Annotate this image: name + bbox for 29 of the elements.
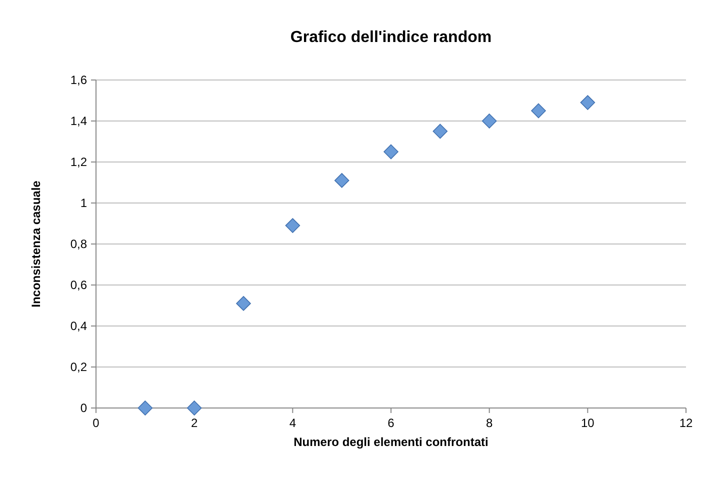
point xyxy=(186,400,202,416)
y-tick-label: 1 xyxy=(80,196,88,210)
x-tick-label: 0 xyxy=(92,416,100,430)
y-tick-label: 0,2 xyxy=(70,360,88,374)
x-tick-label: 8 xyxy=(486,416,493,430)
x-axis-title: Numero degli elementi confrontati xyxy=(294,435,488,449)
y-tick-label: 0,8 xyxy=(70,237,88,251)
point xyxy=(334,173,350,188)
point xyxy=(432,124,448,139)
point xyxy=(531,103,546,118)
point xyxy=(285,218,300,233)
y-tick-label: 1,2 xyxy=(70,155,88,169)
y-tick-label: 0 xyxy=(80,401,88,415)
point xyxy=(482,114,497,128)
y-tick-label: 0,6 xyxy=(70,278,88,292)
x-tick-label: 10 xyxy=(580,416,595,430)
point xyxy=(384,144,398,160)
y-tick-label: 0,4 xyxy=(70,319,88,333)
y-tick-label: 1,4 xyxy=(70,114,88,128)
point xyxy=(580,95,596,110)
chart-title: Grafico dell'indice random xyxy=(290,29,492,46)
y-axis-title: Inconsistenza casuale xyxy=(29,180,43,308)
x-tick-label: 12 xyxy=(679,416,693,430)
y-tick-label: 1,6 xyxy=(70,73,88,87)
x-tick-label: 2 xyxy=(190,416,198,430)
point xyxy=(236,296,251,311)
x-tick-label: 4 xyxy=(289,416,296,430)
x-tick-label: 6 xyxy=(388,416,395,430)
point xyxy=(138,400,153,416)
